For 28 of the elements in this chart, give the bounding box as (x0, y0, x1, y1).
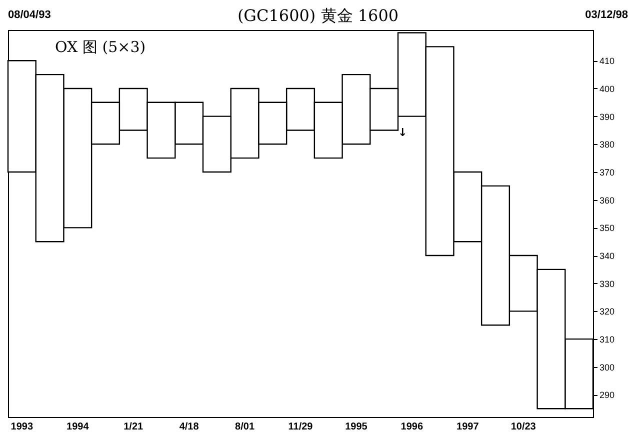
text: 03/12/98 (585, 9, 628, 21)
y-tick-label: 350 (600, 223, 615, 234)
x-tick-label: 8/01 (235, 422, 255, 432)
y-tick-label: 300 (600, 362, 615, 372)
y-tick-label: 320 (600, 306, 615, 317)
y-tick-label: 400 (600, 84, 615, 94)
x-tick-label: 1996 (400, 422, 424, 432)
chart-title: (GC1600) 黄金 1600 (237, 6, 399, 25)
y-tick-label: 380 (600, 140, 615, 150)
x-tick-label: 1/21 (124, 422, 144, 432)
x-tick-label: 1997 (456, 422, 480, 432)
y-tick-label: 310 (600, 334, 615, 345)
y-tick-label: 330 (600, 278, 615, 289)
y-tick-label: 390 (600, 112, 615, 122)
y-tick-label: 370 (600, 167, 615, 178)
x-tick-label: 1995 (345, 422, 368, 432)
y-tick-label: 360 (600, 195, 615, 206)
x-tick-label: 10/23 (510, 422, 536, 432)
text: 08/04/93 (8, 9, 51, 21)
x-tick-label: 11/29 (288, 422, 314, 432)
y-tick-label: 340 (600, 251, 615, 262)
x-tick-label: 4/18 (179, 422, 200, 432)
y-tick-label: 410 (600, 56, 615, 66)
y-tick-label: 290 (600, 390, 615, 400)
annotation: ↓ (398, 126, 408, 139)
x-tick-label: 1994 (66, 422, 90, 432)
annotation: OX 图 (5×3) (55, 38, 146, 57)
x-tick-label: 1993 (10, 422, 34, 432)
